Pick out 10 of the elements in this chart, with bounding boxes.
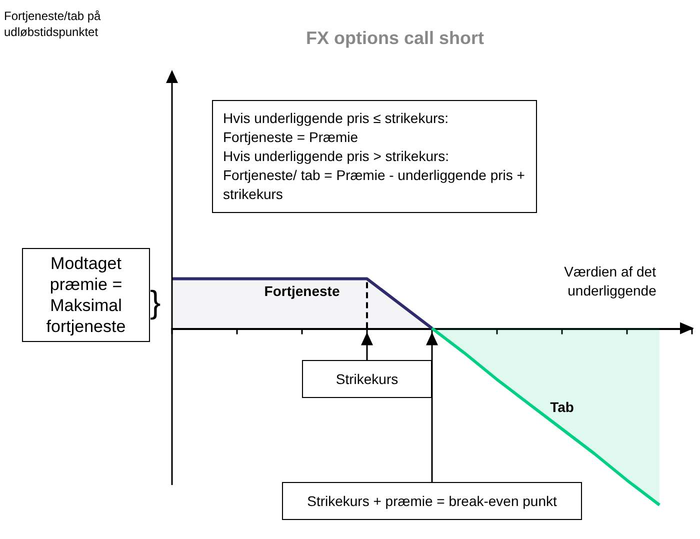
text-box: Strikekurs [302, 360, 432, 398]
chart-title: FX options call short [306, 28, 484, 48]
text-box: Strikekurs + præmie = break-even punkt [282, 482, 582, 520]
x-axis-title: Værdien af det underliggende [564, 264, 660, 298]
text: Fortjeneste/tab på udløbstidspunktet [4, 8, 102, 40]
text: } [150, 282, 161, 322]
text-box: Hvis underliggende pris ≤ strikekurs: Fortjeneste = Præmie Hvis underliggende pris > strikekurs: Fortjeneste/ tab = Præmie - underliggende pris + strikekurs [212, 100, 537, 213]
series-label: Fortjeneste [264, 283, 340, 300]
text-box: Modtaget præmie = Maksimal fortjeneste [22, 248, 150, 342]
series-label: Tab [550, 398, 574, 415]
